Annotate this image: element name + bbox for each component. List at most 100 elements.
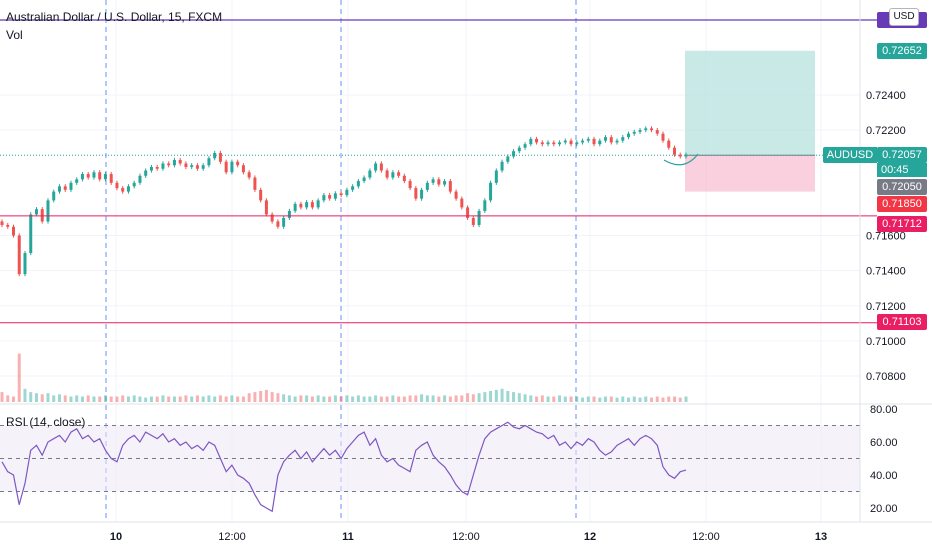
candle-body (523, 144, 527, 148)
volume-bar (333, 395, 337, 402)
candle-body (57, 186, 61, 192)
candle-body (581, 140, 585, 143)
candle-body (425, 182, 429, 190)
candle-body (638, 130, 642, 132)
price-tick-label: 0.71600 (866, 231, 906, 243)
volume-bar (351, 396, 355, 402)
volume-bar (195, 395, 199, 402)
candle-body (586, 138, 590, 141)
volume-bar (471, 394, 475, 402)
volume-bar (454, 395, 458, 402)
candle-body (351, 186, 355, 190)
volume-bar (305, 395, 309, 402)
price-tick-label: 0.71000 (866, 336, 906, 348)
volume-bar (408, 395, 412, 402)
volume-bar (167, 396, 171, 402)
price-tick-label: 0.70800 (866, 371, 906, 383)
candles (0, 126, 688, 277)
volume-bar (477, 393, 481, 402)
candle-body (109, 174, 113, 183)
volume-legend: Vol (6, 28, 23, 42)
volume-bar (126, 396, 130, 402)
time-tick-label: 12:00 (452, 531, 480, 543)
time-tick-label: 11 (342, 531, 354, 543)
candle-body (489, 182, 493, 201)
curve-annotation (663, 153, 699, 166)
candle-body (310, 202, 314, 208)
time-tick-label: 13 (815, 531, 827, 543)
volume-bar (535, 396, 539, 402)
currency-button[interactable]: USD (889, 8, 919, 26)
volume-bar (322, 396, 326, 402)
candle-body (11, 226, 15, 236)
volume-bar (328, 396, 332, 402)
candle-body (23, 253, 27, 275)
volume-bar (460, 395, 464, 402)
candle-body (414, 188, 418, 199)
candle-body (144, 170, 148, 176)
candle-body (132, 182, 136, 187)
time-tick-label: 10 (110, 531, 122, 543)
candle-body (333, 193, 337, 199)
volume-bar (586, 396, 590, 402)
candle-body (529, 138, 533, 145)
candle-body (40, 209, 44, 222)
volume-bar (506, 391, 510, 402)
volume-bar (75, 395, 79, 402)
volume-bar (431, 395, 435, 402)
volume-bar (259, 391, 263, 402)
volume-bar (316, 395, 320, 402)
candle-body (391, 172, 395, 178)
rsi-tick-label: 40.00 (870, 470, 898, 482)
candle-body (322, 195, 326, 201)
candle-body (379, 163, 383, 171)
candle-body (356, 181, 360, 187)
volume-bar (362, 396, 366, 402)
candle-body (195, 165, 199, 169)
price-tick-label: 0.72400 (866, 90, 906, 102)
candle-body (678, 154, 682, 157)
volume-bar (494, 389, 498, 402)
candle-body (454, 191, 458, 199)
bar-countdown: 00:45 (877, 163, 927, 177)
volume-bar (247, 393, 251, 402)
candle-body (632, 131, 636, 134)
candle-body (535, 138, 539, 143)
volume-bar (414, 395, 418, 402)
volume-bar (63, 395, 67, 402)
volume-bar (29, 392, 33, 402)
candle-body (627, 133, 631, 138)
volume-bar (569, 396, 573, 402)
candle-body (558, 142, 562, 145)
candle-body (477, 210, 481, 225)
volume-bar (213, 396, 217, 402)
candle-body (506, 156, 510, 162)
volume-bar (437, 396, 441, 402)
volume-bar (661, 397, 665, 402)
candle-body (621, 137, 625, 141)
volume-bar (385, 396, 389, 402)
candle-body (471, 217, 475, 225)
rsi-tick-label: 80.00 (870, 404, 898, 416)
entry-price-tag: 0.72050 (877, 179, 927, 195)
volume-bar (276, 393, 280, 402)
candle-body (443, 181, 447, 185)
rsi-tick-label: 20.00 (870, 503, 898, 515)
volume-bar (678, 397, 682, 402)
candle-body (149, 167, 153, 171)
volume-bar (650, 397, 654, 402)
volume-bar (368, 396, 372, 402)
volume-bar (218, 395, 222, 402)
candle-body (402, 175, 406, 182)
candle-body (34, 209, 38, 215)
candle-body (368, 170, 372, 178)
candle-body (460, 198, 464, 208)
volume-bar (80, 396, 84, 402)
volume-bar (161, 395, 165, 402)
volume-bar (391, 395, 395, 402)
volume-bar (604, 396, 608, 402)
volume-bar (155, 396, 159, 402)
volume-bar (293, 396, 297, 402)
candle-body (213, 152, 217, 159)
